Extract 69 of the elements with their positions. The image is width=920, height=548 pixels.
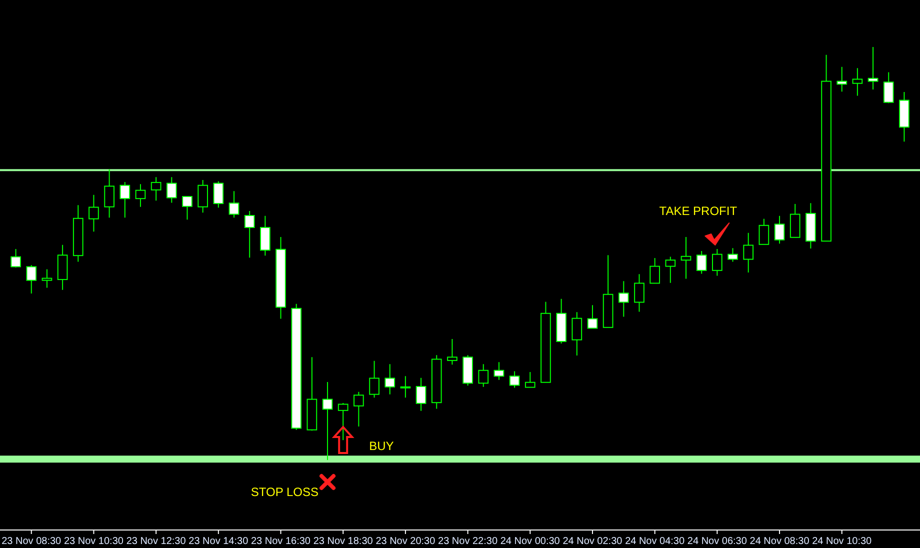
candlestick: [556, 298, 566, 344]
candlestick: [276, 236, 286, 320]
x-tick-label: 23 Nov 12:30: [126, 536, 186, 547]
candlestick: [806, 202, 816, 250]
candlestick: [665, 256, 676, 284]
x-tick-label: 24 Nov 04:30: [625, 536, 686, 547]
candlestick: [42, 268, 52, 288]
candlestick: [400, 376, 411, 398]
candlestick: [354, 391, 364, 428]
x-tick-label: 24 Nov 00:30: [500, 536, 560, 547]
candlestick: [836, 66, 848, 92]
x-tick-label: 24 Nov 02:30: [562, 536, 623, 547]
candlestick: [899, 92, 910, 142]
text: STOP LOSS: [250, 485, 319, 499]
candlestick: [774, 215, 785, 244]
candlestick: [72, 204, 84, 262]
candlestick: [198, 179, 208, 214]
candlestick: [524, 372, 536, 388]
candlestick: [743, 232, 754, 273]
candlestick: [182, 196, 192, 220]
x-tick-label: 23 Nov 10:30: [64, 536, 124, 547]
candlestick: [306, 356, 318, 432]
candlestick: [10, 248, 21, 268]
x-tick-label: 23 Nov 14:30: [188, 536, 249, 547]
candlestick: [758, 218, 770, 245]
candlestick: [572, 312, 582, 356]
candlestick: [728, 248, 738, 262]
candlestick: [384, 364, 396, 395]
x-tick-label: 23 Nov 08:30: [2, 536, 62, 547]
candlestick: [244, 210, 255, 258]
candlestick: [478, 364, 489, 388]
candlestick: [26, 264, 37, 294]
candlestick: [790, 203, 800, 238]
candlestick: [57, 244, 68, 290]
candlestick: [680, 236, 692, 280]
candlestick: [260, 215, 270, 256]
x-tick-label: 23 Nov 18:30: [313, 536, 374, 547]
candlestick: [868, 46, 878, 90]
candlestick: [322, 381, 333, 460]
candlestick: [369, 360, 380, 398]
x-tick-label: 24 Nov 10:30: [812, 536, 872, 547]
candlestick: [104, 168, 114, 218]
candlestick: [416, 377, 426, 412]
candlestick: [135, 184, 146, 208]
x-tick-label: 24 Nov 08:30: [750, 536, 810, 547]
candlestick: [634, 274, 644, 312]
annotation: BUY: [369, 439, 394, 453]
x-tick-label: 23 Nov 16:30: [251, 536, 311, 547]
candlestick: [431, 354, 442, 410]
candlestick: [338, 402, 348, 441]
candlestick: [587, 304, 598, 329]
candlestick: [618, 280, 629, 318]
candlestick: [712, 248, 722, 276]
candlestick: [821, 54, 832, 242]
candlestick: [852, 68, 863, 96]
candlestick: [494, 362, 504, 380]
candlestick: [120, 182, 130, 218]
candlestick: [602, 254, 614, 328]
annotation: TAKE PROFIT: [659, 204, 738, 218]
candlestick: [447, 338, 458, 366]
candlestick: [228, 190, 240, 218]
candlestick: [650, 258, 660, 284]
candlestick: [88, 194, 99, 232]
x-tick-label: 23 Nov 20:30: [376, 536, 436, 547]
candlestick: [150, 176, 162, 202]
candlestick: [540, 301, 551, 383]
candlestick: [166, 176, 177, 204]
x-tick-label: 24 Nov 06:30: [687, 536, 748, 547]
x-tick-label: 23 Nov 22:30: [438, 536, 498, 547]
